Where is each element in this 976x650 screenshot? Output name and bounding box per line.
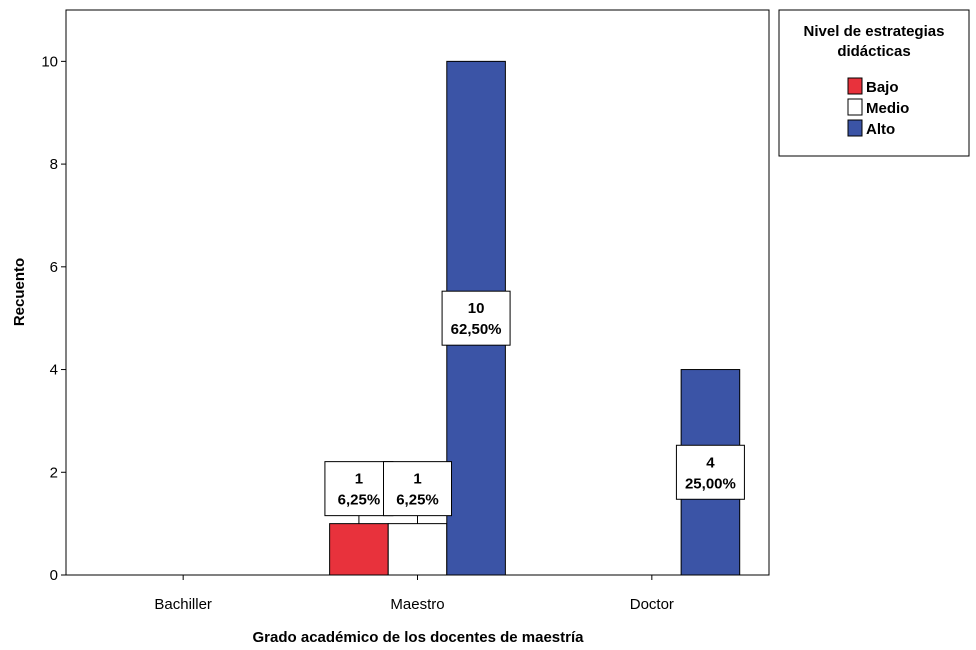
data-label-percent: 6,25%	[396, 492, 439, 509]
data-label-count: 10	[468, 300, 485, 317]
data-label: 4 25,00%	[675, 444, 745, 500]
y-tick-label: 2	[50, 464, 58, 481]
bar-medio-maestro	[387, 523, 448, 576]
x-tick-label: Doctor	[630, 596, 674, 613]
legend-items: Bajo Medio Alto	[847, 77, 909, 138]
data-label-box	[383, 461, 452, 517]
y-axis-title: Recuento	[11, 258, 28, 326]
data-label: 1 6,25%	[324, 461, 394, 517]
x-tick-label: Bachiller	[154, 596, 212, 613]
x-axis: Bachiller Maestro Doctor	[154, 575, 674, 613]
data-label-box	[441, 290, 511, 346]
y-axis: 0 2 4 6 8 10	[41, 53, 66, 584]
legend-swatch-bajo	[847, 77, 863, 95]
data-label-box	[675, 444, 745, 500]
data-label-percent: 6,25%	[338, 492, 381, 509]
data-label-count: 4	[706, 454, 715, 471]
data-label-count: 1	[355, 471, 363, 488]
y-tick-label: 0	[50, 567, 58, 584]
y-tick-label: 10	[41, 53, 58, 70]
legend-swatch-medio	[847, 98, 863, 116]
data-label-count: 1	[413, 471, 421, 488]
data-label: 10 62,50%	[441, 290, 511, 346]
legend-label-bajo: Bajo	[866, 79, 899, 96]
legend-box	[778, 9, 970, 157]
data-labels: 1 6,25% 1 6,25% 10 62,50% 4 25,00%	[324, 290, 745, 524]
legend: Nivel de estrategias didácticas Bajo Medi…	[778, 9, 970, 157]
y-tick-label: 6	[50, 259, 58, 276]
x-axis-title: Grado académico de los docentes de maest…	[253, 629, 585, 646]
data-label-percent: 62,50%	[451, 321, 502, 338]
data-label-box	[324, 461, 394, 517]
legend-swatch-alto	[847, 119, 863, 137]
legend-label-medio: Medio	[866, 100, 909, 117]
legend-title-line-1: Nivel de estrategias	[804, 23, 945, 40]
y-tick-label: 4	[50, 362, 58, 379]
y-tick-label: 8	[50, 156, 58, 173]
data-label: 1 6,25%	[383, 461, 452, 517]
legend-label-alto: Alto	[866, 121, 895, 138]
x-tick-label: Maestro	[390, 596, 444, 613]
legend-title-line-2: didácticas	[837, 43, 910, 60]
bar-bajo-maestro	[329, 523, 389, 576]
data-label-percent: 25,00%	[685, 475, 736, 492]
